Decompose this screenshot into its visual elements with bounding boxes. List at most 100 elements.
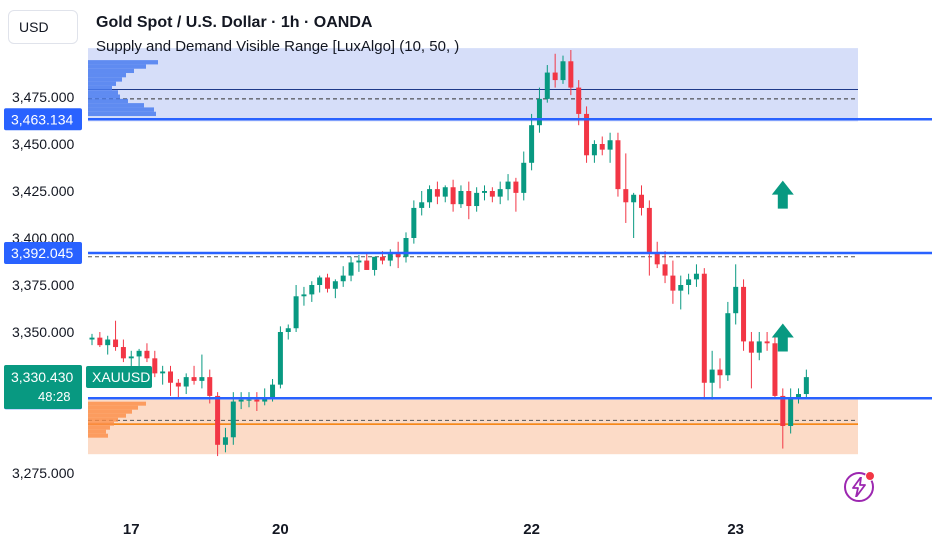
candle-body xyxy=(262,397,268,402)
candle-up xyxy=(89,333,95,346)
candle-up xyxy=(128,350,134,368)
candle-body xyxy=(788,397,794,426)
candle-down xyxy=(662,251,668,284)
current-price-box xyxy=(4,365,82,409)
candle-body xyxy=(458,191,464,205)
candle-down xyxy=(670,260,676,304)
candle-down xyxy=(701,268,707,400)
demand-volume-bar xyxy=(88,429,106,434)
up-arrow-icon xyxy=(771,180,794,209)
alert-bolt-icon[interactable] xyxy=(844,471,875,502)
symbol-title[interactable]: Gold Spot / U.S. Dollar · 1h · OANDA xyxy=(96,14,373,31)
y-tick-label: 3,350.000 xyxy=(12,324,74,340)
candle-body xyxy=(639,194,644,208)
supply-volume-bar xyxy=(88,60,158,65)
candle-body xyxy=(403,238,409,257)
candle-down xyxy=(639,185,644,216)
candle-body xyxy=(152,358,158,374)
candle-body xyxy=(741,286,747,342)
candle-down xyxy=(144,343,150,363)
candle-body xyxy=(317,277,323,285)
candle-body xyxy=(756,341,762,353)
candle-body xyxy=(230,401,236,438)
candle-down xyxy=(175,379,181,398)
demand-volume-bar xyxy=(88,417,118,422)
candle-down xyxy=(654,241,660,269)
level-price-label: 3,392.045 xyxy=(11,245,73,261)
candle-body xyxy=(160,371,166,374)
candle-body xyxy=(568,61,574,88)
candle-body xyxy=(686,279,692,285)
candle-up xyxy=(340,266,346,287)
candle-up xyxy=(277,326,283,389)
candle-up xyxy=(521,151,527,201)
candle-body xyxy=(387,253,393,261)
level-price-label: 3,463.134 xyxy=(11,111,73,127)
candle-up xyxy=(356,254,362,272)
candle-up xyxy=(230,392,236,445)
candle-body xyxy=(584,113,590,156)
candle-up xyxy=(607,132,613,163)
axis-layer: 3,275.0003,350.0003,375.0003,400.0003,42… xyxy=(4,89,744,538)
candle-body xyxy=(576,87,582,114)
candle-down xyxy=(615,132,621,197)
demand-volume-bar xyxy=(88,413,126,418)
candle-down xyxy=(120,339,126,363)
candle-down xyxy=(215,392,221,457)
candle-down xyxy=(325,273,330,293)
candle-up xyxy=(482,185,487,201)
candle-up xyxy=(222,427,228,453)
currency-label: USD xyxy=(19,19,49,35)
candle-body xyxy=(709,369,715,383)
candle-body xyxy=(474,192,480,207)
candle-body xyxy=(128,356,134,359)
candle-up xyxy=(631,192,637,238)
demand-volume-bar xyxy=(88,401,146,406)
candle-down xyxy=(364,253,370,270)
candle-down xyxy=(623,153,629,223)
supply-volume-bar xyxy=(88,77,122,82)
candle-body xyxy=(513,181,519,193)
demand-volume-bar xyxy=(88,433,108,438)
candle-body xyxy=(199,377,205,381)
candle-body xyxy=(191,377,197,381)
candle-body xyxy=(332,281,338,289)
candle-body xyxy=(97,337,103,346)
supply-volume-bar xyxy=(88,73,126,78)
y-tick-label: 3,425.000 xyxy=(12,183,74,199)
candle-body xyxy=(780,395,786,426)
supply-volume-bar xyxy=(88,98,128,104)
candle-up xyxy=(536,87,542,133)
candle-body xyxy=(348,262,354,276)
y-tick-label: 3,475.000 xyxy=(12,89,74,105)
currency-selector[interactable]: USD xyxy=(8,10,78,44)
candle-up xyxy=(529,113,535,171)
candle-body xyxy=(419,202,425,208)
candle-body xyxy=(222,437,228,445)
candle-down xyxy=(764,332,770,351)
candle-body xyxy=(670,275,676,291)
candle-up xyxy=(246,392,252,408)
notification-dot xyxy=(865,471,875,481)
candle-down xyxy=(552,53,558,88)
candle-body xyxy=(552,72,558,81)
candle-up xyxy=(686,273,692,295)
candle-body xyxy=(560,61,566,81)
y-tick-label: 3,375.000 xyxy=(12,277,74,293)
candle-up xyxy=(419,191,425,216)
candle-up xyxy=(678,275,684,310)
candle-body xyxy=(254,399,260,402)
x-tick-label: 20 xyxy=(272,521,289,538)
candle-body xyxy=(442,187,448,197)
candle-up xyxy=(285,324,291,340)
candle-down xyxy=(741,279,747,351)
candle-body xyxy=(395,253,401,257)
candle-body xyxy=(693,273,699,280)
candle-body xyxy=(411,207,417,238)
indicator-title[interactable]: Supply and Demand Visible Range [LuxAlgo… xyxy=(96,38,460,55)
candle-body xyxy=(662,264,668,276)
candle-body xyxy=(175,382,181,387)
candle-down xyxy=(717,358,723,389)
candle-up xyxy=(160,365,166,385)
